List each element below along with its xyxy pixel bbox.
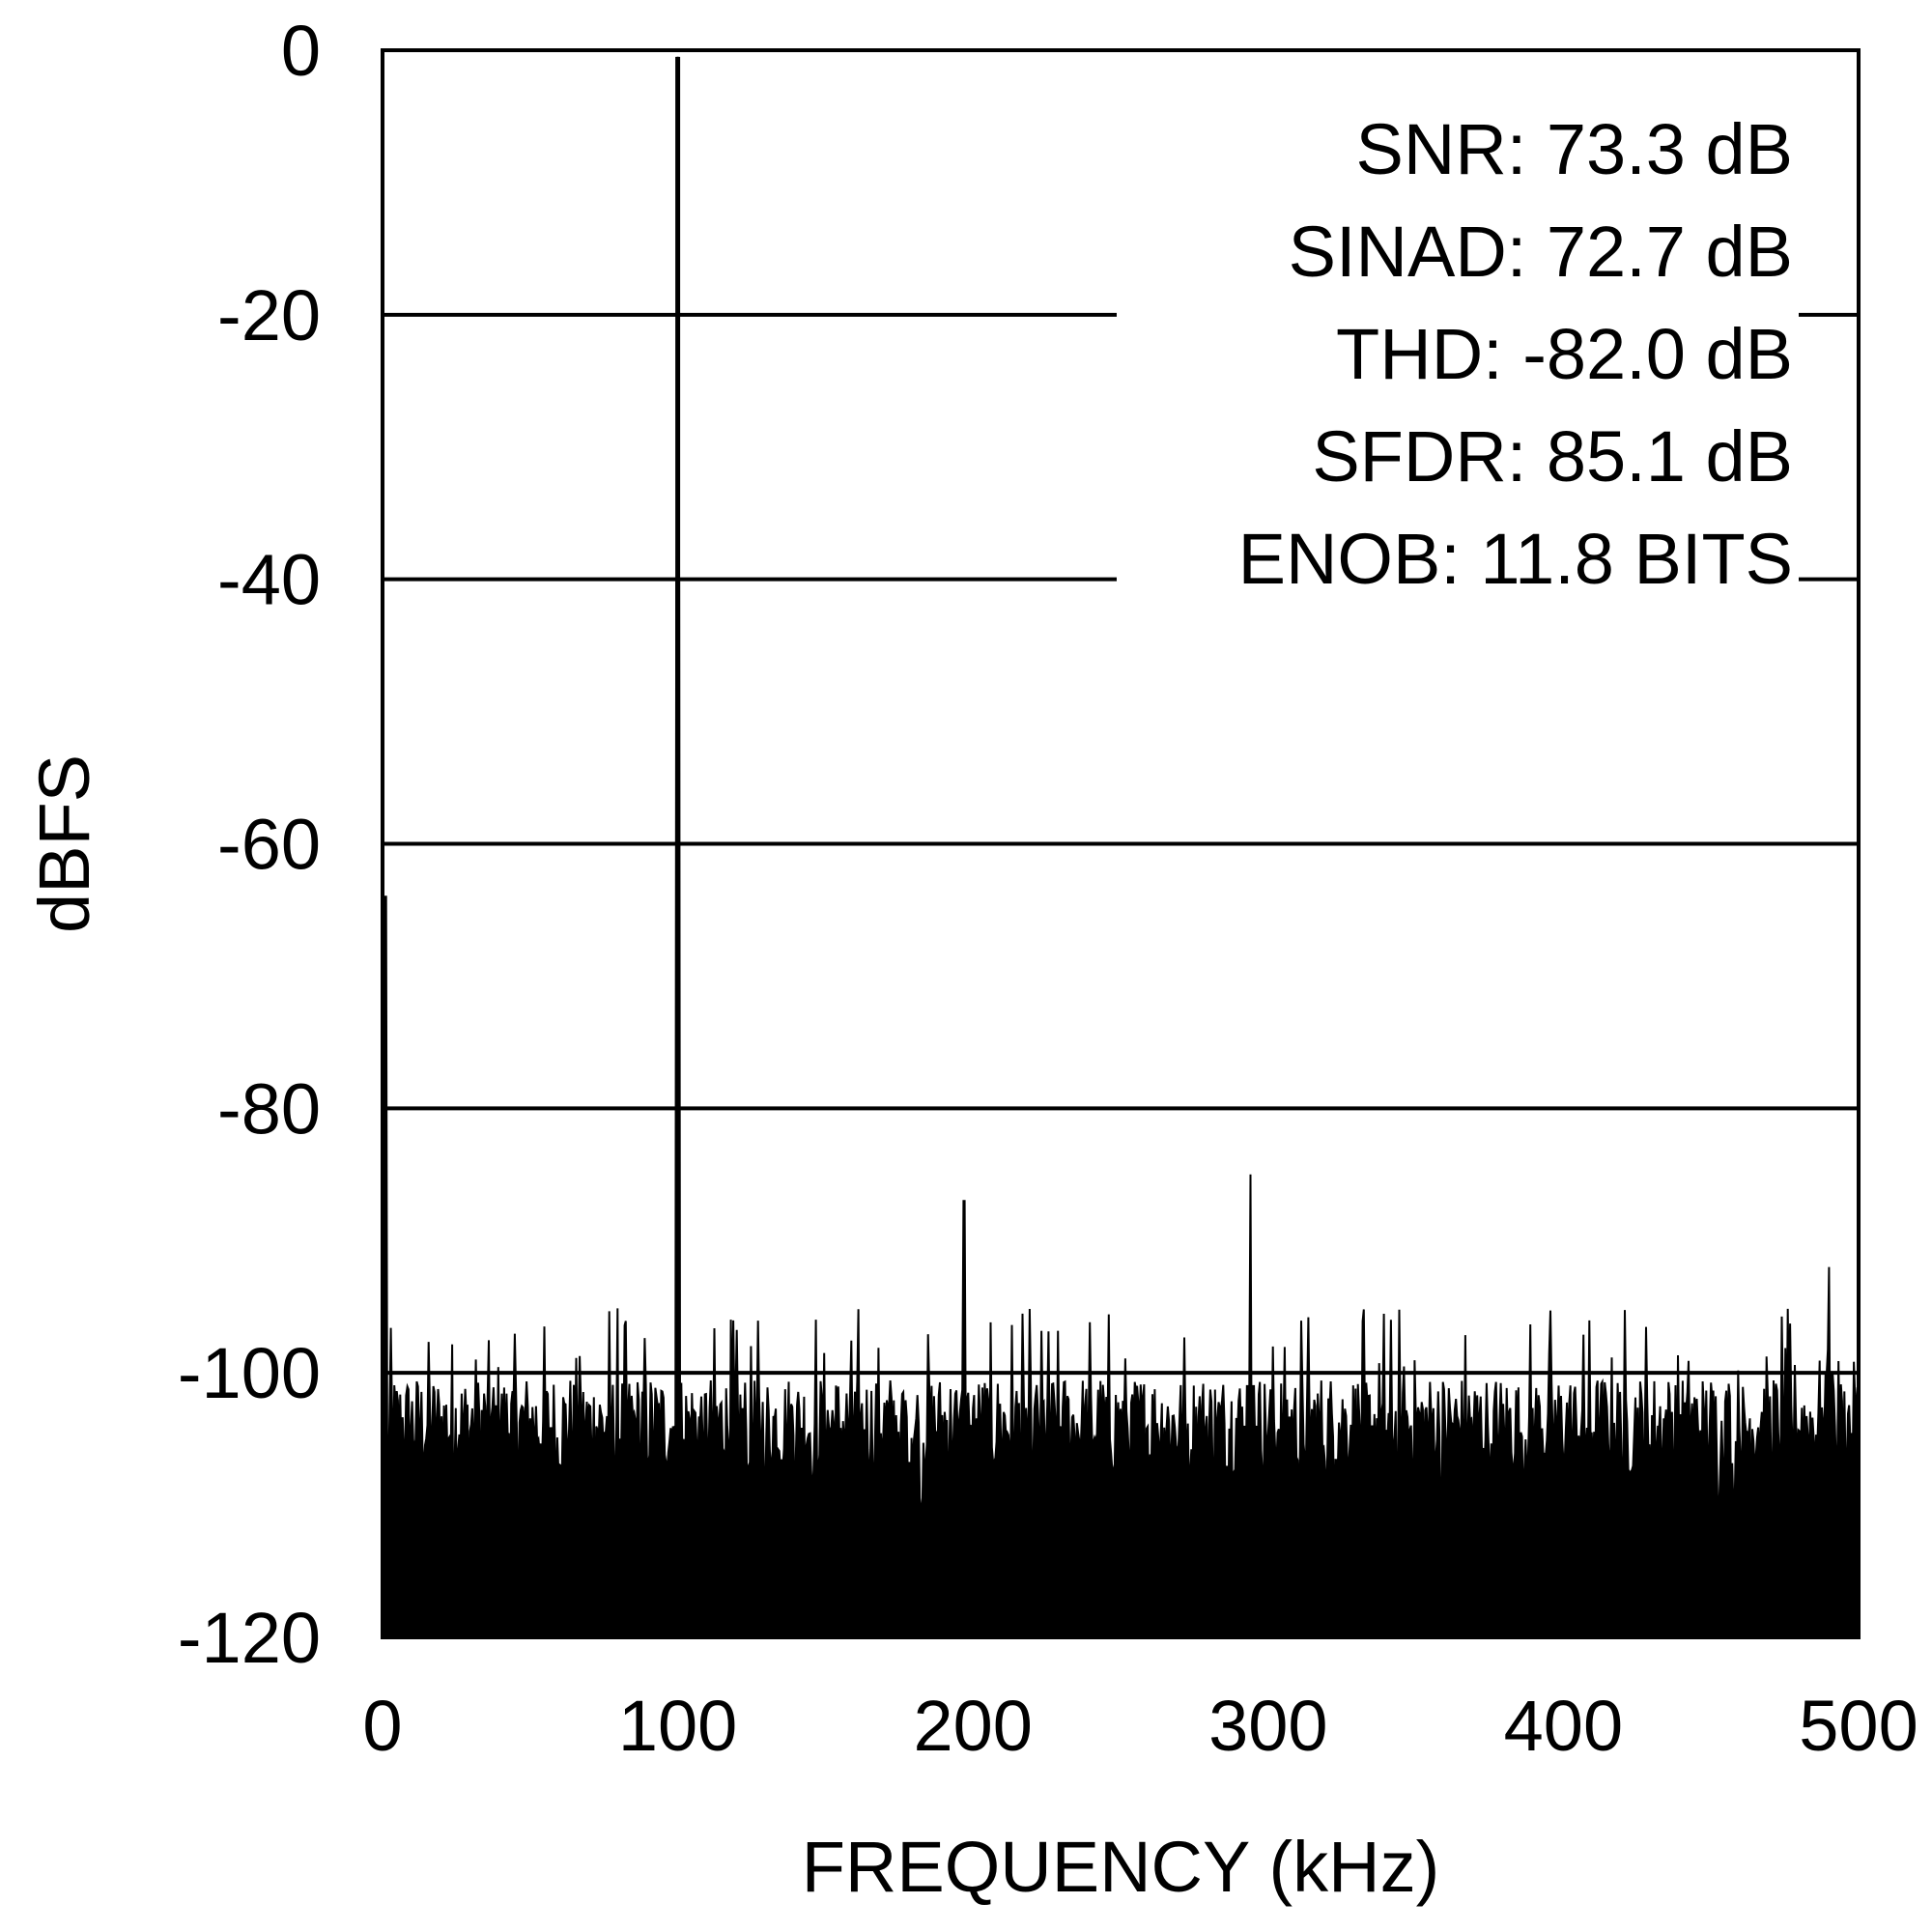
x-tick-label: 300 [1208, 1686, 1327, 1766]
y-tick-label: -100 [178, 1333, 321, 1413]
annotation-line: THD: -82.0 dB [1336, 314, 1793, 394]
y-tick-label: -20 [217, 275, 321, 355]
y-tick-label: -40 [217, 540, 321, 620]
y-tick-label: -60 [217, 805, 321, 885]
annotation-block: SNR: 73.3 dB SINAD: 72.7 dB THD: -82.0 dB S… [1238, 109, 1793, 599]
y-tick-label: -120 [178, 1598, 321, 1678]
y-tick-labels: 0 -20 -40 -60 -80 -100 -120 [178, 11, 321, 1678]
x-axis-title: FREQUENCY (kHz) [802, 1827, 1440, 1907]
x-tick-label: 100 [618, 1686, 737, 1766]
x-tick-labels: 0 100 200 300 400 500 [362, 1686, 1918, 1766]
spectrum-trace [382, 56, 1860, 1638]
y-axis-title: dBFS [24, 754, 104, 933]
annotation-line: SINAD: 72.7 dB [1289, 212, 1793, 292]
annotation-line: SNR: 73.3 dB [1356, 109, 1793, 189]
x-tick-label: 500 [1799, 1686, 1918, 1766]
plot-frame [381, 48, 1861, 1639]
annotation-background [1117, 106, 1799, 609]
y-tick-label: 0 [281, 11, 321, 91]
x-tick-label: 200 [913, 1686, 1032, 1766]
y-tick-label: -80 [217, 1068, 321, 1149]
x-tick-label: 400 [1504, 1686, 1623, 1766]
annotation-line: SFDR: 85.1 dB [1312, 416, 1793, 497]
annotation-line: ENOB: 11.8 BITS [1238, 519, 1793, 599]
x-tick-label: 0 [362, 1686, 402, 1766]
